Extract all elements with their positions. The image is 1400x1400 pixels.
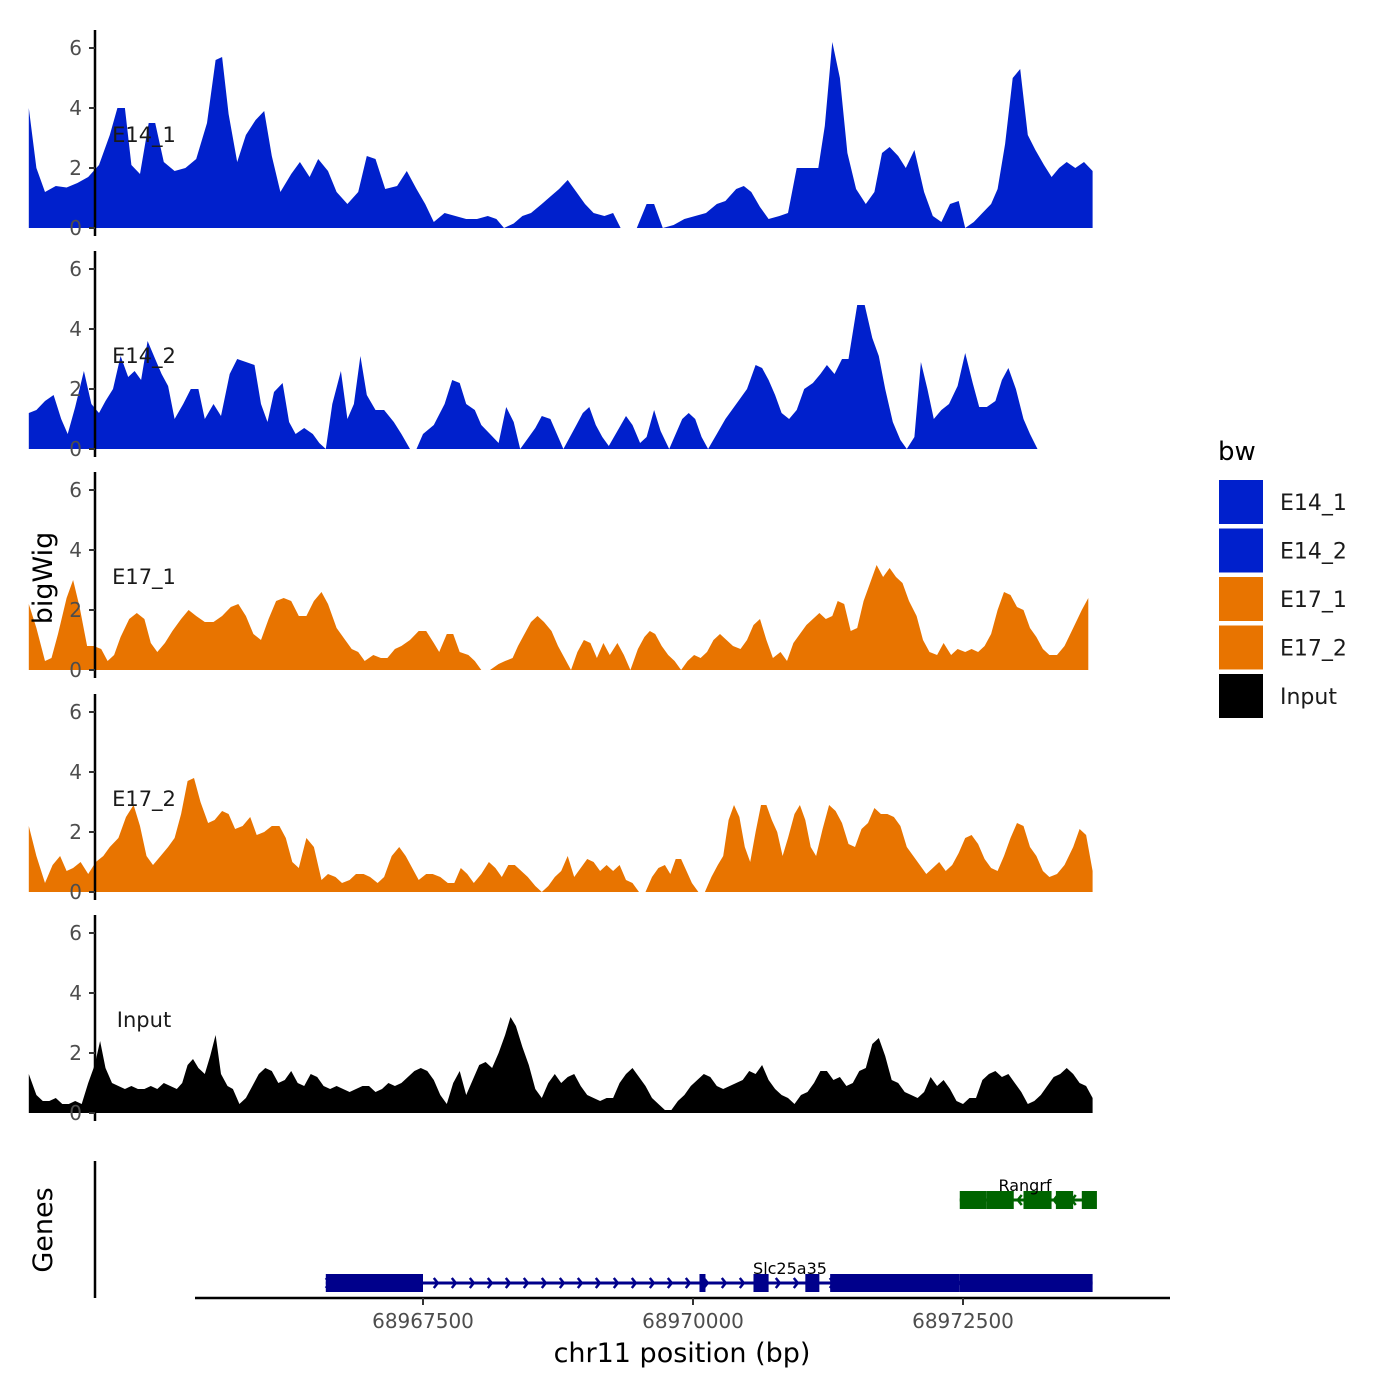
legend-label-e17-1: E17_1 [1280,588,1347,613]
exon-rangrf-5 [1081,1191,1097,1209]
strand-arrow-slc25a35 [594,1277,602,1289]
y-tick-label-e17-2-6: 6 [69,700,82,724]
strand-arrow-slc25a35 [612,1277,620,1289]
exon-slc25a35-4 [805,1274,820,1292]
exon-slc25a35-5 [830,1274,960,1292]
track-label-input: Input [117,1008,171,1032]
track-label-e17-2: E17_2 [112,787,176,812]
gene-slc25a35: Slc25a35 [324,1259,1093,1292]
genes-axis-title: Genes [28,1187,59,1272]
legend-label-e14-1: E14_1 [1280,491,1347,516]
x-axis: 68967500 68970000 68972500 [195,1296,1170,1333]
strand-arrow-slc25a35 [450,1277,458,1289]
strand-arrow-slc25a35 [774,1277,782,1289]
legend-swatch-e14-1 [1219,480,1263,524]
exon-slc25a35-3 [753,1274,769,1292]
strand-arrow-slc25a35 [432,1277,440,1289]
y-tick-label-e14-1-6: 6 [69,36,82,60]
bigwig-tracks: 0 2 4 6 E14_1 0 2 4 6 E14_2 0 2 4 6 E17_1 0 2 4 6 E17_2 0 2 4 6… [28,30,1093,1125]
exon-rangrf-4 [1055,1191,1074,1209]
strand-arrow-slc25a35 [630,1277,638,1289]
track-label-e14-1: E14_1 [112,123,176,148]
x-tick-label-68972500: 68972500 [912,1309,1014,1333]
y-tick-label-input-6: 6 [69,921,82,945]
y-tick-label-e17-1-4: 4 [69,538,82,562]
gene-label-rangrf: Rangrf [998,1176,1051,1195]
strand-arrow-slc25a35 [576,1277,584,1289]
gene-track: Rangrf Slc25a35 [93,1161,1097,1298]
y-tick-label-e17-1-6: 6 [69,478,82,502]
exon-slc25a35-1 [325,1274,423,1292]
area-input [28,1017,1093,1113]
strand-arrow-slc25a35 [468,1277,476,1289]
strand-arrow-slc25a35 [558,1277,566,1289]
legend: bw E14_1 E14_2 E17_1 E17_2 Input [1218,437,1347,718]
y-tick-label-e17-2-4: 4 [69,760,82,784]
y-tick-label-input-4: 4 [69,981,82,1005]
exon-slc25a35-2 [699,1274,706,1292]
strand-arrow-slc25a35 [666,1277,674,1289]
exon-rangrf-3 [1023,1191,1052,1209]
area-e17-2 [28,778,1093,892]
track-e14-2: 0 2 4 6 E14_2 [28,251,1038,461]
legend-label-e17-2: E17_2 [1280,637,1347,662]
y-tick-label-e14-1-4: 4 [69,96,82,120]
legend-swatch-input [1219,674,1263,718]
y-tick-label-e14-2-6: 6 [69,257,82,281]
track-e17-1: 0 2 4 6 E17_1 [28,472,1089,682]
legend-swatch-e17-2 [1219,625,1263,670]
track-label-e17-1: E17_1 [112,565,176,590]
y-tick-label-e14-2-2: 2 [69,377,82,401]
strand-arrow-slc25a35 [738,1277,746,1289]
legend-label-input: Input [1280,685,1337,710]
strand-arrow-slc25a35 [486,1277,494,1289]
gene-label-slc25a35: Slc25a35 [753,1259,827,1278]
exon-slc25a35-6 [959,1274,1093,1292]
exon-rangrf-2 [986,1191,1014,1209]
strand-arrow-rangrf [1016,1194,1023,1206]
y-tick-label-e17-1-2: 2 [69,598,82,622]
strand-arrow-slc25a35 [720,1277,728,1289]
area-e17-1 [28,565,1089,670]
strand-arrow-slc25a35 [540,1277,548,1289]
x-axis-title: chr11 position (bp) [554,1338,811,1369]
track-e17-2: 0 2 4 6 E17_2 [28,694,1093,904]
legend-title: bw [1218,437,1256,467]
y-tick-label-e17-1-0: 0 [69,658,82,682]
x-tick-label-68967500: 68967500 [372,1309,474,1333]
strand-arrow-slc25a35 [648,1277,656,1289]
gene-rangrf: Rangrf [959,1176,1097,1209]
legend-label-e14-2: E14_2 [1280,540,1347,565]
strand-arrow-slc25a35 [522,1277,530,1289]
strand-arrow-slc25a35 [792,1277,800,1289]
y-tick-label-e14-1-2: 2 [69,156,82,180]
y-tick-label-e14-1-0: 0 [69,216,82,240]
track-input: 0 2 4 6 Input [28,915,1093,1125]
y-tick-label-e17-2-0: 0 [69,880,82,904]
legend-swatch-e17-1 [1219,577,1263,621]
exon-rangrf-1 [959,1191,987,1209]
area-e14-2 [28,305,1038,449]
track-label-e14-2: E14_2 [112,344,176,369]
legend-swatch-e14-2 [1219,528,1263,573]
strand-arrow-slc25a35 [504,1277,512,1289]
strand-arrow-slc25a35 [684,1277,692,1289]
y-axis-title: bigWig [28,532,59,625]
y-tick-label-e17-2-2: 2 [69,820,82,844]
y-tick-label-e14-2-4: 4 [69,317,82,341]
y-tick-label-input-2: 2 [69,1041,82,1065]
area-e14-1 [28,42,1093,228]
y-tick-label-e14-2-0: 0 [69,437,82,461]
y-tick-label-input-0: 0 [69,1101,82,1125]
track-e14-1: 0 2 4 6 E14_1 [28,30,1093,240]
x-tick-label-68970000: 68970000 [642,1309,744,1333]
